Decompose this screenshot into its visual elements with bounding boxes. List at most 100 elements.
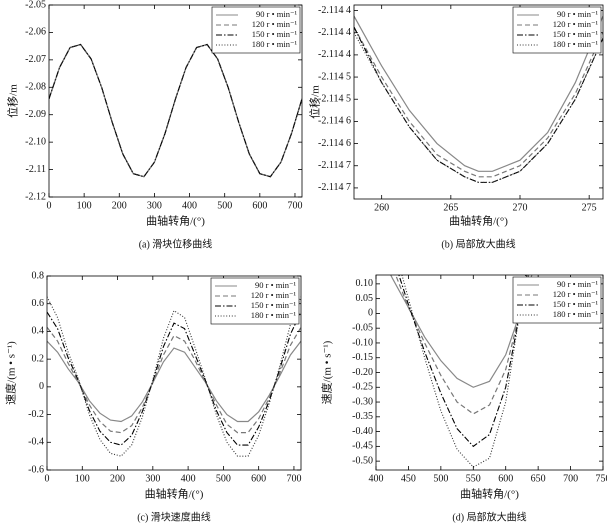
- y-tick-label: -2.114 4: [318, 27, 351, 38]
- legend-label: 150 r • min⁻¹: [553, 29, 599, 39]
- y-tick-label: -2.114 6: [318, 138, 351, 149]
- x-tick-label: 750: [596, 473, 607, 484]
- caption: (d) 局部放大曲线: [452, 510, 526, 523]
- x-tick-label: 300: [145, 473, 160, 484]
- series-line: [47, 311, 301, 446]
- x-tick-label: 100: [77, 200, 92, 211]
- legend-label: 120 r • min⁻¹: [553, 289, 599, 299]
- y-tick-label: -0.6: [28, 464, 44, 475]
- x-tick-label: 300: [147, 200, 162, 211]
- y-tick-label: -0.45: [352, 441, 373, 452]
- x-tick-label: 0: [47, 200, 52, 211]
- x-tick-label: 700: [286, 473, 301, 484]
- series-line: [398, 275, 528, 448]
- x-tick-label: 600: [498, 473, 513, 484]
- y-tick-label: -0.40: [352, 426, 373, 437]
- y-tick-label: -2.114 4: [318, 5, 351, 16]
- y-tick-label: -2.06: [25, 27, 46, 38]
- x-tick-label: 260: [374, 202, 389, 213]
- y-tick-label: 0.10: [356, 278, 374, 289]
- legend-box: [512, 6, 602, 54]
- x-axis-label: 曲轴转角/(°): [460, 487, 519, 501]
- legend-label: 90 r • min⁻¹: [557, 279, 598, 289]
- legend-label: 150 r • min⁻¹: [252, 29, 298, 39]
- x-axis-label: 曲轴转角/(°): [449, 214, 508, 228]
- legend-label: 120 r • min⁻¹: [252, 19, 298, 29]
- x-tick-label: 200: [112, 200, 127, 211]
- y-tick-label: -2.114 7: [318, 160, 351, 171]
- y-tick-label: -0.4: [28, 437, 44, 448]
- y-tick-label: -2.08: [25, 82, 46, 93]
- y-tick-label: 0.6: [32, 298, 45, 309]
- y-tick-label: -0.30: [352, 396, 373, 407]
- y-tick-label: -2.114 5: [318, 94, 351, 105]
- series-line: [49, 43, 302, 178]
- y-tick-label: 0.2: [32, 353, 45, 364]
- x-tick-label: 275: [582, 202, 597, 213]
- x-tick-label: 500: [433, 473, 448, 484]
- series-line: [354, 26, 603, 178]
- x-tick-label: 450: [401, 473, 416, 484]
- y-tick-label: -0.50: [352, 455, 373, 466]
- y-axis-label: 位移/m: [308, 85, 322, 119]
- y-tick-label: -0.05: [352, 322, 373, 333]
- caption: (a) 滑块位移曲线: [139, 237, 213, 250]
- x-tick-label: 700: [287, 200, 302, 211]
- y-tick-label: -2.114 6: [318, 116, 351, 127]
- y-tick-label: -2.12: [25, 191, 46, 202]
- x-axis-label: 曲轴转角/(°): [146, 214, 205, 228]
- y-tick-label: -2.114 4: [318, 49, 351, 60]
- x-tick-label: 600: [251, 473, 266, 484]
- y-tick-label: 0.05: [356, 293, 374, 304]
- x-tick-label: 265: [443, 202, 458, 213]
- legend-label: 90 r • min⁻¹: [256, 9, 297, 19]
- x-tick-label: 270: [513, 202, 528, 213]
- legend-label: 150 r • min⁻¹: [251, 300, 297, 310]
- legend-label: 180 r • min⁻¹: [553, 309, 599, 319]
- legend-label: 180 r • min⁻¹: [553, 39, 599, 49]
- series-line: [49, 43, 302, 178]
- y-tick-label: -2.11: [26, 164, 46, 175]
- x-tick-label: 650: [531, 473, 546, 484]
- legend-label: 180 r • min⁻¹: [251, 310, 297, 320]
- y-tick-label: 0: [39, 381, 44, 392]
- x-tick-label: 400: [182, 200, 197, 211]
- x-tick-label: 0: [45, 473, 50, 484]
- legend-label: 120 r • min⁻¹: [553, 19, 599, 29]
- series-line: [47, 340, 301, 423]
- x-tick-label: 400: [369, 473, 384, 484]
- y-tick-label: -0.15: [352, 352, 373, 363]
- axes-frame: [48, 4, 303, 198]
- x-tick-label: 200: [110, 473, 125, 484]
- x-axis-label: 曲轴转角/(°): [145, 487, 204, 501]
- y-tick-label: 0.8: [32, 270, 45, 281]
- axes-frame: [46, 275, 302, 471]
- series-line: [390, 275, 533, 388]
- y-tick-label: -2.10: [25, 136, 46, 147]
- y-axis-label: 位移/m: [6, 84, 20, 118]
- y-tick-label: -2.114 5: [318, 71, 351, 82]
- legend-label: 180 r • min⁻¹: [252, 39, 298, 49]
- x-tick-label: 550: [466, 473, 481, 484]
- y-tick-label: -0.25: [352, 382, 373, 393]
- y-tick-label: 0: [368, 308, 373, 319]
- series-line: [354, 15, 603, 172]
- legend-label: 120 r • min⁻¹: [251, 290, 297, 300]
- x-tick-label: 100: [75, 473, 90, 484]
- series-line: [47, 326, 301, 434]
- y-tick-label: -0.35: [352, 411, 373, 422]
- x-tick-label: 400: [181, 473, 196, 484]
- y-tick-label: -2.05: [25, 0, 46, 10]
- caption: (b) 局部放大曲线: [441, 237, 515, 250]
- y-axis-label: 速度/(m • s⁻¹): [320, 340, 334, 404]
- y-axis-label: 速度/(m • s⁻¹): [4, 341, 18, 405]
- y-tick-label: -2.07: [25, 54, 46, 65]
- axes-frame: [353, 4, 604, 200]
- series-line: [395, 275, 530, 415]
- y-tick-label: -0.2: [28, 409, 44, 420]
